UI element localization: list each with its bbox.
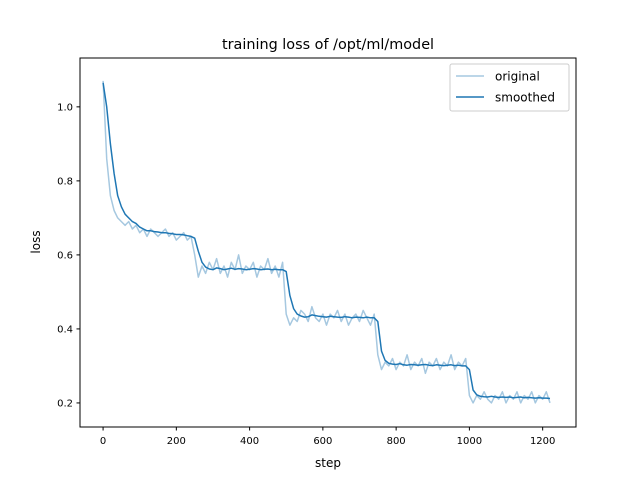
x-tick-label: 600 — [313, 436, 332, 447]
legend-label-smoothed: smoothed — [495, 91, 555, 105]
y-tick-label: 0.6 — [57, 250, 73, 261]
x-tick-label: 1000 — [457, 436, 482, 447]
series-line-original — [102, 80, 551, 404]
x-tick-label: 200 — [167, 436, 186, 447]
y-tick-label: 1.0 — [57, 102, 73, 113]
chart-title: training loss of /opt/ml/model — [222, 37, 434, 53]
x-axis-label: step — [315, 456, 341, 470]
y-tick-label: 0.8 — [57, 176, 73, 187]
x-tick-label: 0 — [100, 436, 106, 447]
x-tick-label: 400 — [240, 436, 259, 447]
x-axis: 0 200 400 600 800 1000 1200 — [100, 427, 555, 447]
y-tick-label: 0.4 — [57, 324, 73, 335]
y-axis-label: loss — [29, 230, 43, 253]
y-tick-label: 0.2 — [57, 398, 73, 409]
x-tick-label: 1200 — [530, 436, 555, 447]
y-axis: 0.2 0.4 0.6 0.8 1.0 — [57, 102, 80, 409]
legend-label-original: original — [495, 70, 540, 84]
plot-area — [102, 80, 551, 404]
axes-frame — [79, 57, 577, 428]
series-line-smoothed — [102, 82, 551, 400]
x-tick-label: 800 — [387, 436, 406, 447]
legend: original smoothed — [449, 63, 570, 112]
